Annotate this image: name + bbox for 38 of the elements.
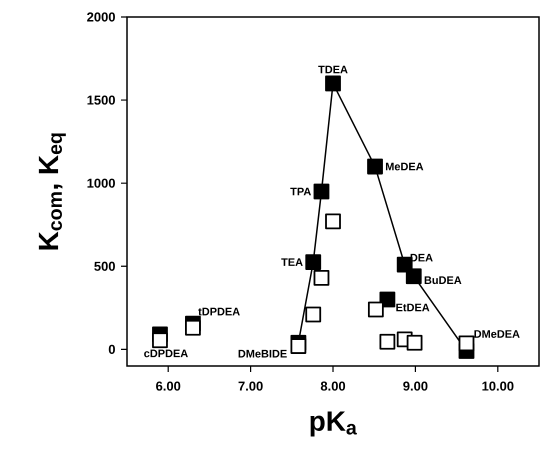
point	[325, 214, 341, 230]
annotation: tDPDEA	[198, 308, 240, 316]
point	[305, 254, 322, 270]
x-axis-title: pK$_{a}$	[310, 412, 357, 436]
point	[325, 76, 341, 92]
x-tick-label: 9.00	[403, 382, 428, 391]
y-tick-label: 1000	[87, 178, 115, 188]
annotation: MeDEA	[386, 162, 424, 170]
annotation: TDEA	[318, 66, 348, 74]
y-tick-label: 1500	[87, 95, 115, 105]
point	[290, 338, 306, 354]
point	[305, 306, 322, 322]
x-tick-label: 8.00	[320, 382, 346, 391]
x-tick-label: 10.00	[482, 382, 514, 391]
x-tick-label: 7.00	[238, 382, 263, 391]
point	[406, 268, 422, 284]
point	[314, 270, 330, 286]
y-axis-title: K$_{com}$, K$_{eq}$	[38, 133, 66, 250]
annotation: DMeBIDE	[238, 350, 287, 358]
y-tick-label: 2000	[87, 12, 115, 22]
point	[367, 158, 383, 174]
annotation: TEA	[281, 258, 303, 266]
x-tick-label: 6.00	[156, 382, 180, 391]
annotation: TPA	[290, 188, 311, 196]
annotation: cDPDEA	[144, 350, 188, 358]
point	[379, 334, 396, 350]
point	[152, 332, 168, 348]
point	[458, 335, 474, 352]
point	[314, 184, 330, 200]
y-tick-label: 0	[108, 344, 115, 354]
annotation: EtDEA	[396, 304, 430, 312]
y-tick-label: 500	[94, 262, 115, 271]
point	[368, 302, 384, 318]
point	[406, 334, 422, 351]
annotation: BuDEA	[424, 276, 462, 284]
point	[379, 292, 396, 308]
annotation: DMeDEA	[474, 330, 520, 338]
point	[185, 320, 201, 336]
